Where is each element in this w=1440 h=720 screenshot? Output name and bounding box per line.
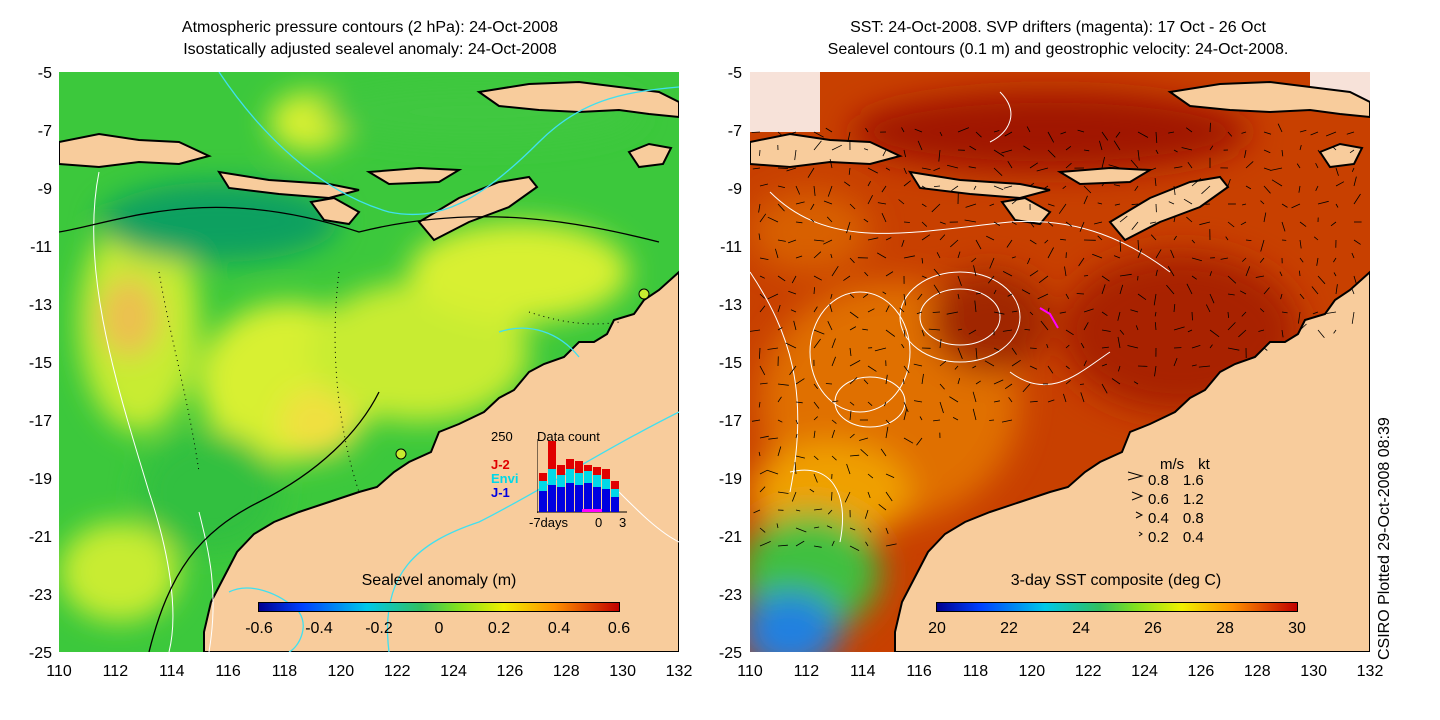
right-ytick--7: -7 [727,123,742,140]
right-xtick-128: 128 [1243,663,1271,680]
right-xtick-118: 118 [962,663,989,680]
left-xtick-122: 122 [383,663,411,680]
legend-header-kt: kt [1198,456,1210,473]
left-colorbar-title: Sealevel anomaly (m) [361,572,517,589]
left-xtick-128: 128 [552,663,580,680]
sst-map: m/s kt 0.8 1.6 0.6 1.2 0.4 0.8 0.2 0.4 3-day … [750,72,1370,652]
right-xtick-110: 110 [737,663,763,680]
left-ytick--25: -25 [28,645,52,662]
credit-label: CSIRO Plotted 29-Oct-2008 08:39 [1376,417,1393,660]
legend-kt-3: 0.8 [1182,510,1204,527]
data-count-inset: 250 Data count J-2 Envi J-1 -7days 0 3 [479,427,639,537]
right-ytick--17: -17 [718,413,742,430]
left-colorbar [258,602,620,612]
left-ytick--9: -9 [37,181,52,198]
right-xtick-122: 122 [1074,663,1102,680]
inset-title: Data count [537,429,600,444]
left-xtick-116: 116 [215,663,241,680]
right-xtick-114: 114 [849,663,876,680]
left-cb-tick-4: 0.2 [487,620,511,637]
legend-kt-2: 1.2 [1182,491,1204,508]
right-cb-tick-4: 28 [1216,620,1234,637]
right-ytick--21: -21 [718,529,742,546]
inset-legend-j2: J-2 [491,457,510,472]
right-ytick--11: -11 [720,239,742,256]
inset-legend-envi: Envi [491,471,519,486]
left-ytick--23: -23 [28,587,52,604]
left-ytick--17: -17 [28,413,52,430]
left-xtick-124: 124 [440,663,467,680]
left-cb-tick-3: 0 [434,620,444,637]
inset-xlabel-end: 3 [619,515,627,530]
legend-kt-4: 0.4 [1182,529,1204,546]
right-colorbar-title: 3-day SST composite (deg C) [1010,572,1222,589]
velocity-vectors [750,122,1362,551]
sealevel-anomaly-map: 250 Data count J-2 Envi J-1 -7days 0 3 [59,72,679,652]
left-xtick-110: 110 [46,663,72,680]
right-xtick-116: 116 [906,663,932,680]
left-ytick--13: -13 [28,297,52,314]
right-ytick--13: -13 [718,297,742,314]
left-cb-tick-6: 0.6 [607,620,631,637]
legend-ms-2: 0.6 [1148,491,1169,508]
right-xtick-124: 124 [1131,663,1158,680]
left-cb-tick-2: -0.2 [365,620,393,637]
legend-ms-1: 0.8 [1148,472,1169,489]
left-cb-tick-1: -0.4 [305,620,333,637]
right-cb-tick-0: 20 [928,620,946,637]
right-xtick-126: 126 [1187,663,1215,680]
left-xtick-114: 114 [158,663,185,680]
right-xtick-130: 130 [1300,663,1327,680]
legend-kt-1: 1.6 [1182,472,1204,489]
right-xtick-112: 112 [793,663,820,680]
legend-ms-3: 0.4 [1148,510,1169,527]
right-ytick--9: -9 [727,181,742,198]
left-xtick-120: 120 [327,663,355,680]
right-ytick--15: -15 [718,355,742,372]
right-ytick--23: -23 [718,587,742,604]
left-ytick--5: -5 [37,65,52,82]
left-xtick-118: 118 [271,663,298,680]
right-cb-tick-2: 24 [1072,620,1090,637]
inset-legend-j1: J-1 [491,485,510,500]
left-xtick-130: 130 [609,663,636,680]
left-ytick--15: -15 [28,355,52,372]
inset-max-label: 250 [491,429,513,444]
left-ytick--21: -21 [28,529,52,546]
inset-xlabel-start: -7days [529,515,569,530]
left-xtick-126: 126 [496,663,524,680]
right-xtick-132: 132 [1356,663,1384,680]
right-ytick--5: -5 [727,65,742,82]
right-ytick--19: -19 [718,471,742,488]
left-title-line1: Atmospheric pressure contours (2 hPa): 2… [181,19,559,36]
right-cb-tick-5: 30 [1288,620,1306,637]
left-xtick-132: 132 [665,663,693,680]
right-xtick-120: 120 [1018,663,1046,680]
left-ytick--19: -19 [28,471,52,488]
left-ytick--7: -7 [37,123,52,140]
left-xtick-112: 112 [102,663,129,680]
right-title-line1: SST: 24-Oct-2008. SVP drifters (magenta)… [850,19,1266,36]
legend-header-ms: m/s [1160,456,1185,473]
right-ytick--25: -25 [718,645,742,662]
left-title-line2: Isostatically adjusted sealevel anomaly:… [183,41,557,58]
right-cb-tick-3: 26 [1144,620,1162,637]
left-cb-tick-0: -0.6 [245,620,273,637]
legend-ms-4: 0.2 [1148,529,1169,546]
right-cb-tick-1: 22 [1000,620,1018,637]
left-cb-tick-5: 0.4 [547,620,571,637]
right-colorbar [936,602,1298,612]
right-title-line2: Sealevel contours (0.1 m) and geostrophi… [827,41,1289,58]
inset-xlabel-zero: 0 [595,515,603,530]
inset-bars [539,441,619,512]
left-ytick--11: -11 [30,239,52,256]
